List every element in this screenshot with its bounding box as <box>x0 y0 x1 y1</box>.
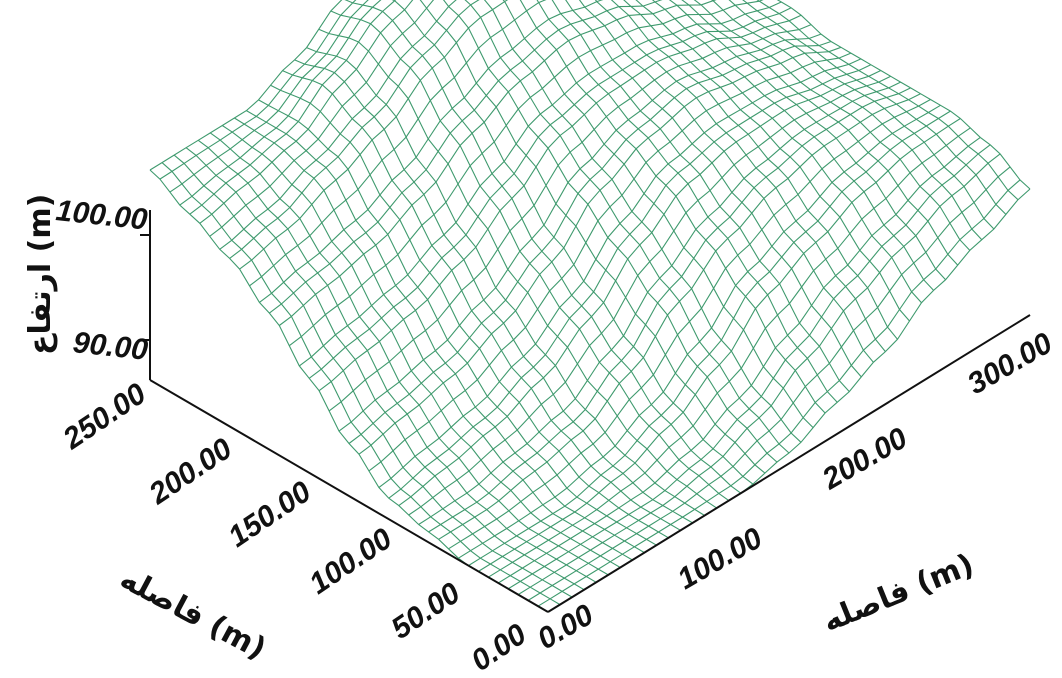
mesh-line-x <box>330 10 730 502</box>
mesh-line-x <box>197 139 597 583</box>
mesh-line-y <box>547 188 1031 613</box>
y-tick-label: 50.00 <box>385 576 466 646</box>
y-tick-label: 0.00 <box>465 618 532 678</box>
mesh-line-x <box>610 0 898 340</box>
z-tick-label: 100.00 <box>54 194 149 236</box>
x-tick-label: 200.00 <box>816 421 913 496</box>
mesh-line-x <box>483 0 802 443</box>
mesh-line-x <box>282 70 681 531</box>
mesh-line-y <box>179 0 382 206</box>
mesh-line-x <box>578 0 874 363</box>
x-tick-label: 100.00 <box>672 521 768 596</box>
mesh-line-x <box>651 0 935 291</box>
mesh-line-x <box>756 0 1019 201</box>
mesh-line-x <box>668 0 947 281</box>
mesh-line-y <box>169 0 369 193</box>
mesh-line-y <box>199 0 414 224</box>
y-tick-label: 200.00 <box>143 432 239 511</box>
mesh-line-x <box>711 0 983 241</box>
surface-mesh <box>149 0 1031 613</box>
mesh-line-x <box>635 0 922 304</box>
mesh-line-y <box>468 110 951 567</box>
mesh-line-x <box>391 0 754 485</box>
y-tick-label: 100.00 <box>303 522 398 601</box>
z-axis-title: ارتفاع (m) <box>23 194 58 355</box>
mesh-line-x <box>161 162 561 606</box>
x-tick-label: 0.00 <box>532 598 599 656</box>
y-tick-label: 150.00 <box>222 475 317 554</box>
mesh-line-x <box>742 0 1007 215</box>
mesh-line-x <box>270 84 669 539</box>
mesh-line-x <box>502 0 814 428</box>
mesh-line-x <box>258 99 657 546</box>
mesh-line-x <box>318 28 718 509</box>
mesh-line-x <box>519 0 826 414</box>
mesh-line-x <box>728 0 995 230</box>
mesh-line-y <box>498 136 981 584</box>
x-axis-title: فاصله (m) <box>818 547 979 639</box>
mesh-line-y <box>537 179 1021 607</box>
mesh-line-x <box>776 0 1031 190</box>
mesh-line-x <box>419 0 766 474</box>
mesh-line-x <box>185 147 585 591</box>
x-axis-line <box>547 314 1031 613</box>
mesh-line-x <box>442 0 778 463</box>
y-axis-title: فاصله (m) <box>114 561 271 667</box>
mesh-line-x <box>594 0 886 352</box>
mesh-line-x <box>551 0 850 392</box>
mesh-line-y <box>209 0 435 237</box>
y-axis-line <box>149 379 549 613</box>
mesh-line-x <box>344 0 742 494</box>
mesh-line-x <box>246 110 645 554</box>
mesh-line-x <box>565 0 862 378</box>
x-tick-label: 300.00 <box>962 326 1058 401</box>
mesh-line-x <box>234 117 633 561</box>
mesh-line-y <box>398 70 882 507</box>
mesh-line-y <box>149 0 343 171</box>
mesh-line-y <box>159 0 357 180</box>
z-tick-label: 90.00 <box>71 326 149 367</box>
mesh-line-y <box>478 118 961 572</box>
mesh-line-x <box>623 0 910 322</box>
axes <box>140 210 1031 613</box>
mesh-line-x <box>294 59 693 524</box>
y-tick-label: 250.00 <box>57 377 153 456</box>
mesh-line-y <box>189 0 396 215</box>
mesh-line-x <box>536 0 838 403</box>
mesh-line-y <box>418 81 901 525</box>
mesh-line-x <box>306 47 705 516</box>
mesh-line-y <box>219 0 457 250</box>
mesh-line-x <box>173 154 573 598</box>
mesh-line-x <box>693 0 971 251</box>
mesh-line-x <box>464 0 790 454</box>
mesh-line-x <box>209 132 609 576</box>
mesh-line-x <box>681 0 959 266</box>
mesh-line-x <box>221 125 621 568</box>
